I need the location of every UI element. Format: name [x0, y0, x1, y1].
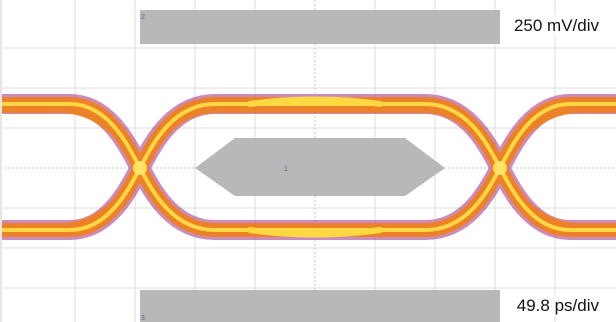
mask-bottom-marker: 3 — [141, 315, 145, 322]
mask-center-marker: 1 — [284, 166, 288, 173]
mask-center-region — [195, 138, 445, 196]
eye-crossing-right — [493, 161, 507, 175]
mask-top-region — [140, 10, 500, 44]
trace-core — [0, 96, 616, 238]
horizontal-scale-label: 49.8 ps/div — [513, 295, 602, 317]
eye-traces — [0, 94, 616, 240]
mask-bottom-region — [140, 290, 500, 322]
eye-crossing-left — [133, 161, 147, 175]
vertical-scale-label: 250 mV/div — [510, 15, 602, 37]
display-left-edge — [0, 0, 2, 322]
mask-top-marker: 2 — [141, 14, 145, 21]
